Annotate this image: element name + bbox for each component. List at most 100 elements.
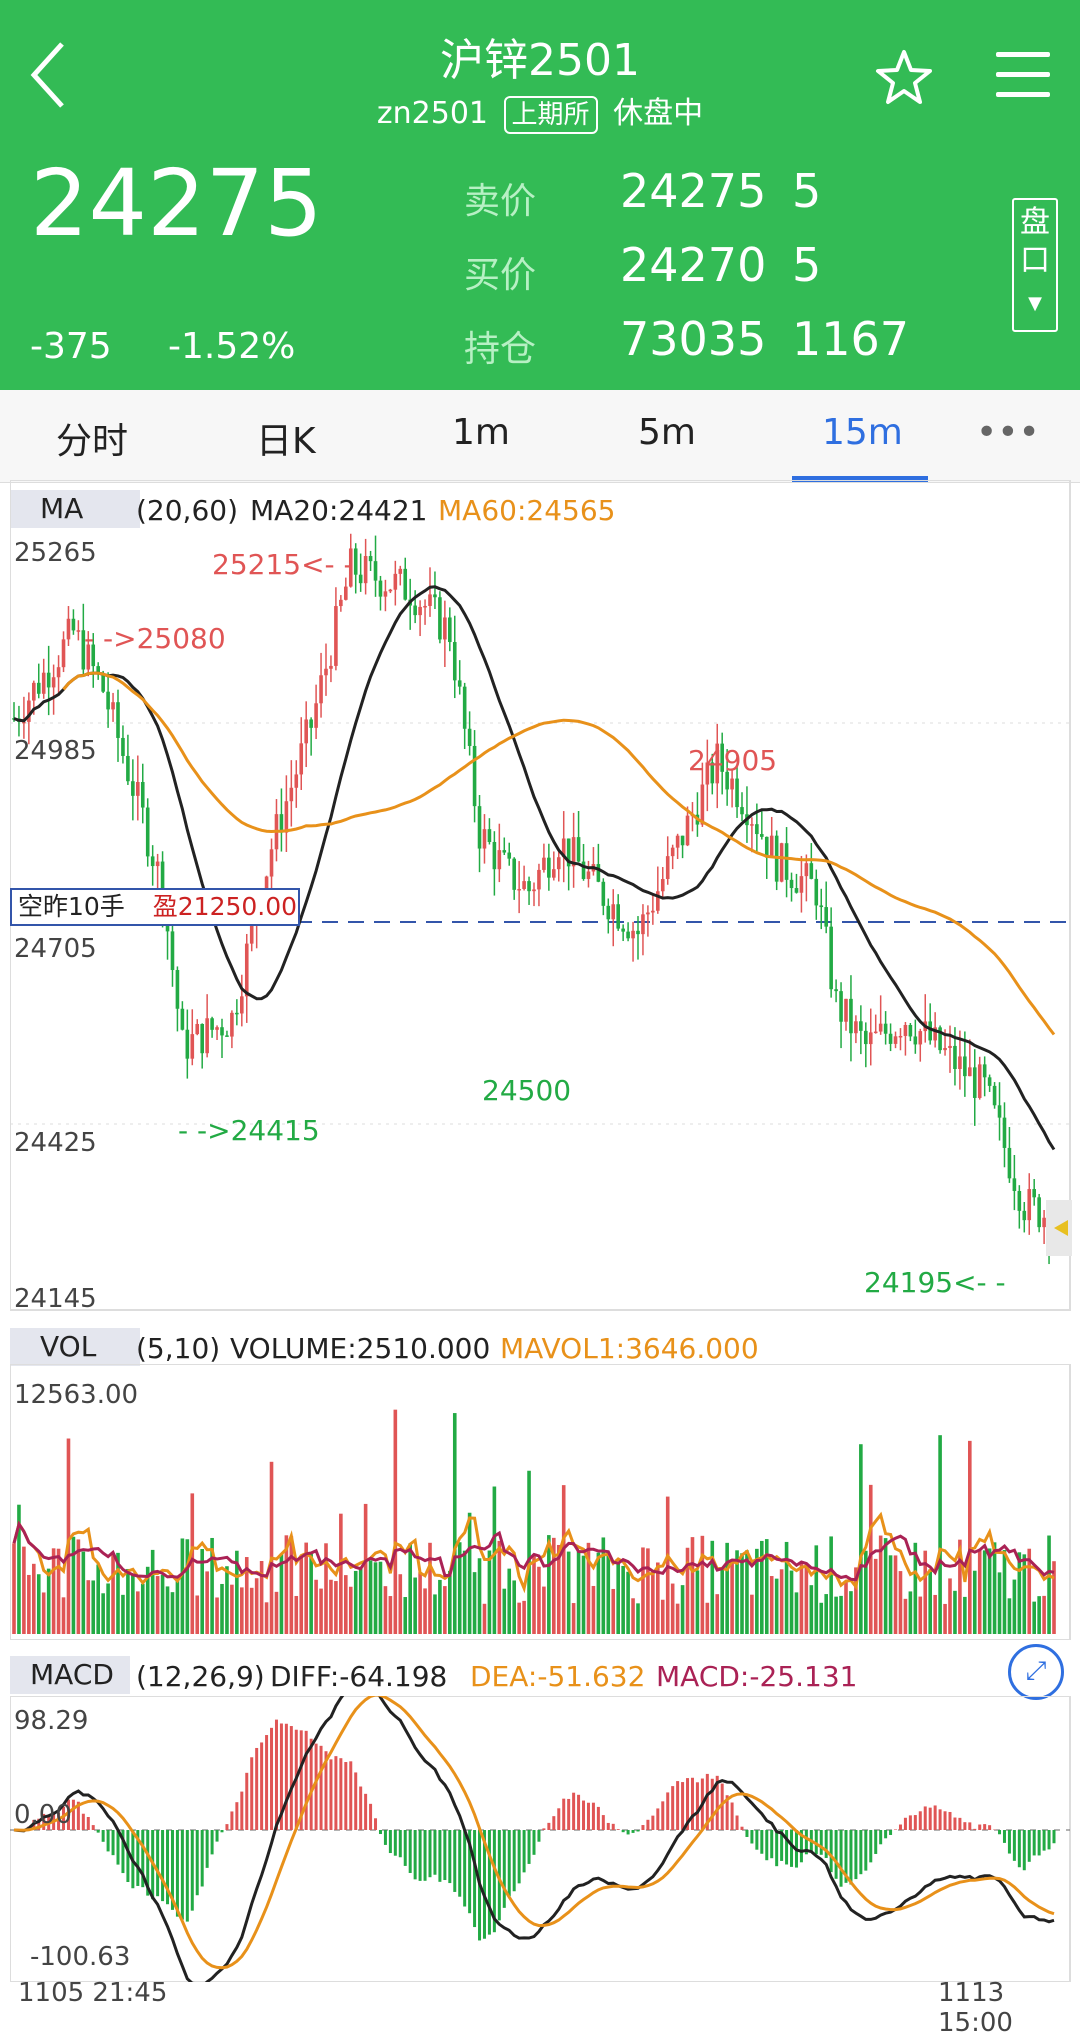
macd-bar: [567, 1799, 570, 1830]
macd-bar: [547, 1823, 550, 1830]
annotation-mid-low: 24500: [482, 1074, 571, 1107]
candle: [800, 876, 804, 893]
candle: [384, 591, 388, 596]
expand-icon[interactable]: ⤢: [1008, 1644, 1064, 1700]
macd-bar: [572, 1793, 575, 1830]
candle: [839, 991, 843, 1022]
volume-bar: [706, 1603, 710, 1634]
tab-intraday[interactable]: 分时: [56, 412, 128, 464]
period-tabs: 分时 日K 1m 5m 15m •••: [0, 390, 1080, 483]
candle: [1018, 1191, 1022, 1211]
tab-15m[interactable]: 15m: [822, 412, 903, 453]
macd-chart[interactable]: [10, 1696, 1080, 1982]
candle: [463, 687, 467, 729]
volume-bar: [938, 1435, 942, 1634]
candle: [423, 606, 427, 608]
macd-bar: [973, 1829, 976, 1830]
macd-bar: [988, 1825, 991, 1830]
candle: [220, 1027, 224, 1035]
candle: [522, 881, 526, 889]
volume-bar: [582, 1556, 586, 1634]
volume-bar: [423, 1588, 427, 1634]
candle: [676, 836, 680, 848]
volume-bar: [463, 1551, 467, 1634]
tab-1m[interactable]: 1m: [452, 412, 510, 453]
candle: [304, 719, 308, 743]
volume-bar: [844, 1582, 848, 1634]
macd-indicator-button[interactable]: MACD: [10, 1656, 130, 1694]
candle: [760, 834, 764, 837]
volume-bar: [943, 1604, 947, 1634]
candle: [428, 594, 432, 606]
open-interest-change: 1167: [792, 312, 909, 366]
macd-bar: [429, 1830, 432, 1877]
volume-bar: [790, 1571, 794, 1634]
candle: [869, 1032, 873, 1044]
vol-indicator-button[interactable]: VOL: [10, 1328, 140, 1366]
volume-value: VOLUME:2510.000: [230, 1332, 490, 1365]
volume-bar: [785, 1542, 789, 1634]
macd-bar: [691, 1778, 694, 1830]
candle: [577, 837, 581, 861]
candle: [993, 1086, 997, 1105]
macd-bar: [1033, 1830, 1036, 1855]
volume-bar: [329, 1580, 333, 1634]
macd-bar: [1053, 1830, 1056, 1843]
macd-bar: [92, 1825, 95, 1830]
macd-bar: [245, 1773, 248, 1830]
candle: [195, 1024, 199, 1034]
volume-bar: [389, 1596, 393, 1634]
volume-bar: [512, 1580, 516, 1634]
volume-bar: [730, 1560, 734, 1634]
volume-bar: [676, 1604, 680, 1634]
ask-price: 24275: [620, 164, 766, 218]
macd-bar: [552, 1816, 555, 1830]
market-status: 休盘中: [613, 96, 703, 131]
tab-daily[interactable]: 日K: [256, 412, 316, 464]
position-box[interactable]: 空昨10手 盈21250.00: [10, 888, 300, 926]
volume-chart[interactable]: [10, 1364, 1080, 1640]
candle: [205, 1018, 209, 1053]
macd-bar: [240, 1792, 243, 1830]
volume-bar: [1047, 1536, 1051, 1634]
macd-bar: [909, 1815, 912, 1830]
ask-qty: 5: [792, 164, 821, 218]
macd-bar: [404, 1830, 407, 1866]
candle: [394, 574, 398, 590]
macd-bar: [463, 1830, 466, 1907]
volume-bar: [616, 1564, 620, 1634]
tab-5m[interactable]: 5m: [638, 412, 696, 453]
volume-bar: [626, 1572, 630, 1634]
candle: [52, 677, 56, 687]
candle: [186, 1030, 190, 1059]
macd-bar: [211, 1830, 214, 1854]
order-book-button[interactable]: 盘口 ▼: [1012, 198, 1058, 332]
volume-bar: [483, 1604, 487, 1634]
macd-bar: [82, 1814, 85, 1830]
macd-y-min: -100.63: [30, 1942, 130, 1972]
candle: [146, 808, 150, 857]
tab-more[interactable]: •••: [976, 412, 1040, 453]
y-tick-4: 24425: [14, 1128, 97, 1158]
macd-bar: [879, 1830, 882, 1844]
volume-bar: [374, 1562, 378, 1634]
volume-bar: [448, 1571, 452, 1634]
volume-bar: [369, 1560, 373, 1634]
volume-bar: [433, 1594, 437, 1634]
candle: [438, 597, 442, 639]
favorite-star-icon[interactable]: [872, 46, 936, 110]
volume-bar: [270, 1462, 274, 1634]
volume-bar: [1013, 1580, 1017, 1634]
menu-icon[interactable]: [996, 52, 1050, 102]
candle: [309, 719, 313, 727]
macd-bar: [161, 1830, 164, 1901]
candle: [785, 843, 789, 880]
volume-bar: [349, 1587, 353, 1634]
volume-bar: [725, 1543, 729, 1634]
candle: [666, 856, 670, 879]
macd-bar: [983, 1824, 986, 1830]
volume-bar: [904, 1599, 908, 1634]
volume-bar: [398, 1574, 402, 1634]
macd-bar: [1008, 1830, 1011, 1854]
macd-bar: [1048, 1830, 1051, 1849]
